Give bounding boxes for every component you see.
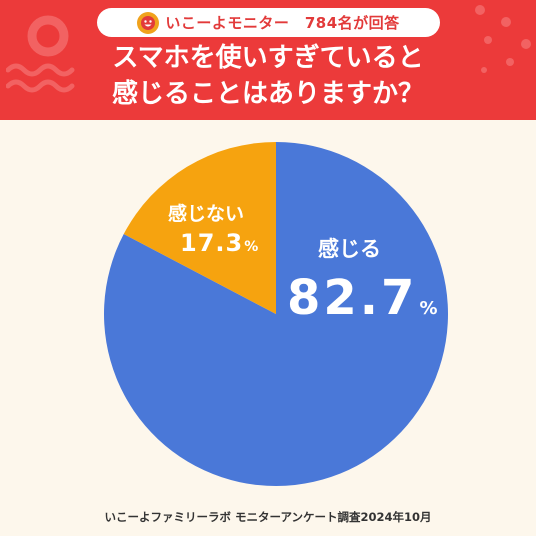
decorative-ring-icon [27, 15, 69, 57]
header-banner: いこーよモニター 784名が回答 スマホを使いすぎていると 感じることはあります… [0, 0, 536, 120]
title-line-2: 感じることはありますか？ [111, 79, 424, 109]
respondent-badge: いこーよモニター 784名が回答 [97, 8, 440, 37]
decorative-dots-icon [475, 5, 531, 73]
value-kanjiru: 82.7% [287, 270, 440, 326]
label-kanjiru: 感じる [318, 237, 381, 261]
pie-slice-kanjinai [123, 142, 277, 314]
title-line-1: スマホを使いすぎていると [112, 43, 424, 73]
label-kanjinai: 感じない [168, 202, 244, 225]
badge-label: いこーよモニター 784名が回答 [165, 14, 400, 32]
page-title: スマホを使いすぎていると 感じることはありますか？ [0, 40, 536, 112]
source-note: いこーよファミリーラボ モニターアンケート調査2024年10月 [104, 510, 432, 524]
value-kanjinai: 17.3% [180, 229, 259, 257]
mascot-face-icon [137, 11, 160, 34]
decorative-wave-icon [6, 63, 75, 93]
